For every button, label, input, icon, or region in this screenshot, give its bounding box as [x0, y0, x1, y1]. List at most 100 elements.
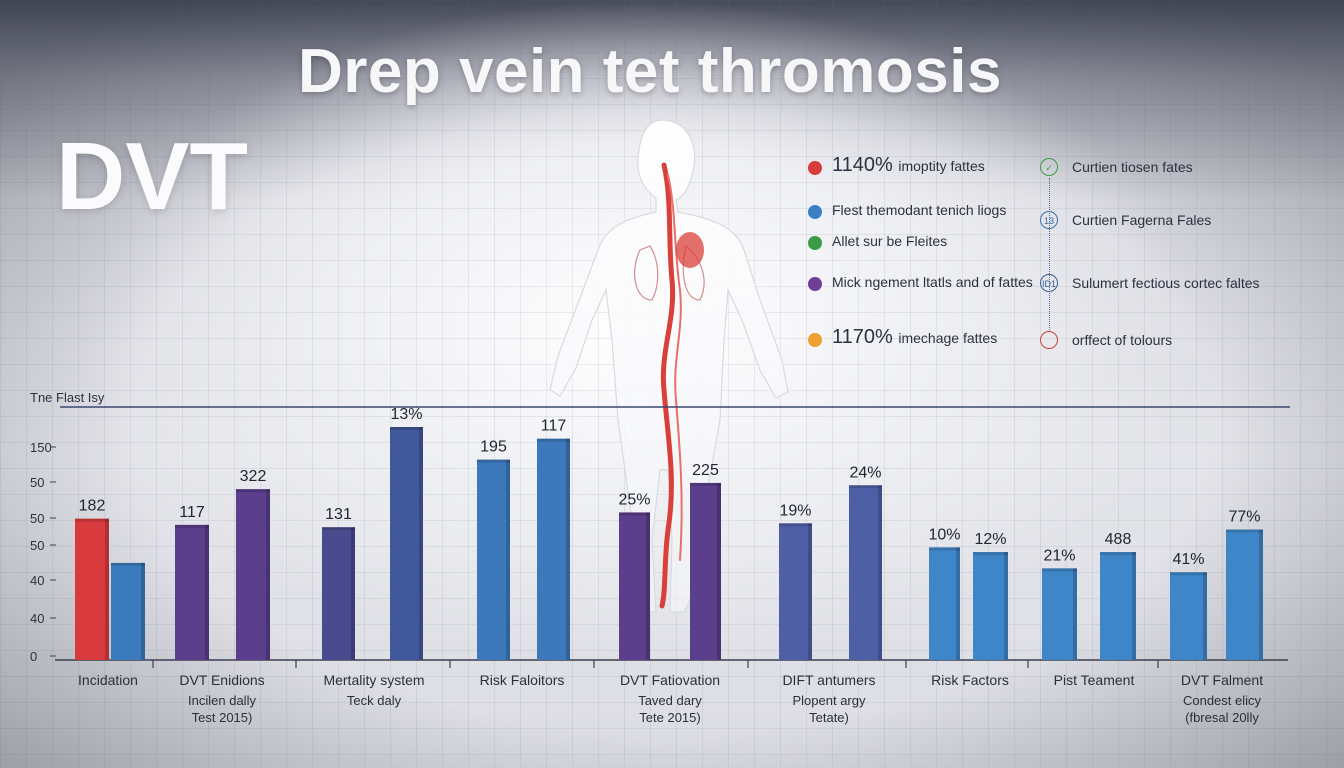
bar [390, 427, 423, 660]
bar-value-label: 195 [480, 439, 507, 456]
y-tick-label: 0 [30, 649, 37, 664]
bar-shade [717, 482, 721, 660]
y-tick-label: 50 [30, 538, 44, 553]
legend-text: orffect of tolours [1072, 332, 1173, 348]
bar-value-label: 131 [325, 506, 352, 523]
bar-shade [141, 562, 145, 660]
legend-text: imechage fattes [898, 330, 998, 346]
category-label: Risk Factors [931, 672, 1009, 688]
bar-shade [1132, 552, 1136, 660]
category-sublabel: Test 2015) [192, 710, 253, 725]
category-label: DVT Enidions [179, 672, 264, 688]
bar-value-label: 322 [240, 468, 267, 485]
panel-label: Tne Flast Isy [30, 390, 105, 405]
legend-dot-icon [808, 205, 822, 219]
circle-marker-icon [1040, 331, 1058, 349]
legend-dot-icon [808, 161, 822, 175]
bar-shade [419, 427, 423, 660]
y-tick-label: 150 [30, 440, 52, 455]
bar [175, 524, 209, 660]
bar-cap [1042, 568, 1077, 572]
bar-cap [690, 482, 721, 486]
bar [1042, 568, 1077, 660]
bar [690, 482, 721, 660]
legend-dot-icon [808, 333, 822, 347]
bar-cap [75, 518, 109, 522]
category-labels: Incidation DVT Enidions Incilen dally Test … [78, 660, 1263, 725]
bar-value-label: 225 [692, 462, 719, 479]
bar [929, 547, 960, 660]
bar [537, 438, 570, 660]
bar-shade [205, 524, 209, 660]
y-tick-label: 50 [30, 475, 44, 490]
bar-value-label: 77% [1228, 509, 1260, 526]
bar [236, 489, 270, 660]
bar-value-label: 21% [1043, 547, 1075, 564]
legend-text: Allet sur be Fleites [832, 233, 948, 249]
bar [1100, 552, 1136, 660]
category-sublabel: Plopent argy [793, 693, 866, 708]
bar [1170, 572, 1207, 660]
bar-shade [1004, 552, 1008, 660]
bar-cap [236, 489, 270, 493]
bar-value-label: 41% [1172, 551, 1204, 568]
bar-cap [390, 427, 423, 430]
bar-cap [619, 512, 650, 516]
legend-dot-icon [808, 236, 822, 250]
y-tick-label: 40 [30, 573, 44, 588]
category-sublabel: (fbresal 20lly [1185, 710, 1259, 725]
bar-value-label: 25% [618, 491, 650, 508]
bar-shade [105, 518, 109, 660]
legend-text: Mick ngement ltatls and of fattes [832, 274, 1033, 290]
bar-shade [956, 547, 960, 660]
bar [779, 523, 812, 660]
legend-text: Flest themodant tenich liogs [832, 202, 1007, 218]
bar-shade [1073, 568, 1077, 660]
legend-text: Curtien tiosen fates [1072, 159, 1193, 175]
bar-cap [779, 523, 812, 527]
y-tick-label: 40 [30, 611, 44, 626]
bar [477, 459, 510, 660]
bar [973, 552, 1008, 660]
bar-value-label: 488 [1105, 531, 1132, 548]
bar-value-label: 12% [974, 531, 1006, 548]
bar-value-labels: 182 117 322 131 13% 195 117 25% 225 19% 24% 10% 12% 2… [79, 406, 1261, 568]
category-sublabel: Tete 2015) [639, 710, 700, 725]
bar-cap [322, 527, 355, 531]
bar [322, 527, 355, 660]
category-sublabel: Taved dary [638, 693, 702, 708]
bar-value-label: 117 [541, 418, 567, 435]
bar-shade [266, 489, 270, 660]
bar-cap [973, 552, 1008, 556]
category-label: DIFT antumers [782, 672, 875, 688]
bar [619, 512, 650, 660]
category-label: Incidation [78, 672, 138, 688]
bar-value-label: 19% [779, 502, 811, 519]
bar-value-label: 13% [390, 406, 422, 423]
bar-cap [111, 562, 145, 566]
category-label: Pist Teament [1054, 672, 1135, 688]
legend-text: imoptity fattes [898, 158, 985, 174]
check-circle-icon: ✓ [1040, 158, 1058, 176]
bar-shade [646, 512, 650, 660]
bar-shade [506, 459, 510, 660]
legend-text: Curtien Fagerna Fales [1072, 212, 1212, 228]
legend-connector [1049, 178, 1050, 330]
bar-cap [1100, 552, 1136, 556]
category-label: Mertality system [323, 672, 424, 688]
bar-shade [878, 485, 882, 660]
legend-dot-icon [808, 277, 822, 291]
bar [1226, 529, 1263, 660]
bar-value-label: 117 [179, 504, 205, 521]
category-label: Risk Faloitors [480, 672, 565, 688]
bar-value-label: 10% [928, 526, 960, 543]
category-sublabel: Teck daly [347, 693, 402, 708]
bar-cap [1226, 529, 1263, 533]
bar-shade [1259, 529, 1263, 660]
bar-value-label: 182 [79, 498, 106, 515]
bar-cap [537, 438, 570, 442]
bar-shade [351, 527, 355, 660]
bar-cap [849, 485, 882, 489]
bar-shade [808, 523, 812, 660]
